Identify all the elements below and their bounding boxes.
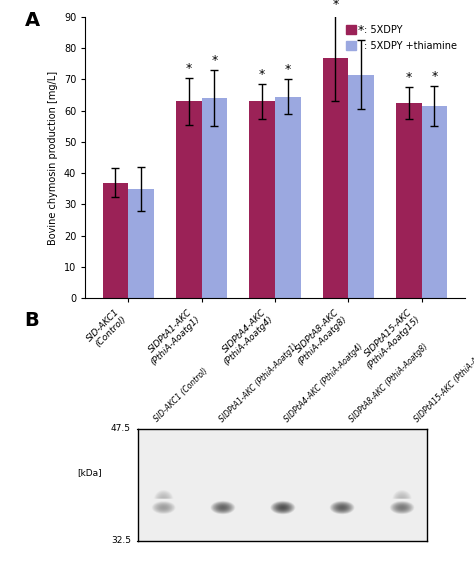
Text: SIDPtA4-AKC (PthiA-Aoatg4): SIDPtA4-AKC (PthiA-Aoatg4) xyxy=(283,341,365,424)
Text: 47.5: 47.5 xyxy=(111,424,131,433)
Text: A: A xyxy=(25,11,40,31)
Legend: : 5XDPY, : 5XDPY +thiamine: : 5XDPY, : 5XDPY +thiamine xyxy=(343,22,460,53)
Bar xyxy=(201,98,227,298)
Text: [kDa]: [kDa] xyxy=(77,468,101,477)
Bar xyxy=(396,103,421,298)
Bar xyxy=(421,106,447,298)
Bar xyxy=(128,189,154,298)
Bar xyxy=(323,58,348,298)
Text: *: * xyxy=(332,0,338,11)
Text: *: * xyxy=(211,54,218,67)
Text: SIDPtA1-AKC (PthiA-Aoatg1): SIDPtA1-AKC (PthiA-Aoatg1) xyxy=(218,341,300,424)
Bar xyxy=(348,75,374,298)
Text: *: * xyxy=(259,68,265,81)
Text: *: * xyxy=(186,62,192,75)
Text: *: * xyxy=(284,64,291,77)
Bar xyxy=(176,101,201,298)
Text: *: * xyxy=(406,71,412,84)
Text: SIDPtA15-AKC (PthiA-Aoatg15): SIDPtA15-AKC (PthiA-Aoatg15) xyxy=(412,335,474,424)
Bar xyxy=(102,183,128,298)
Bar xyxy=(249,101,275,298)
Text: *: * xyxy=(431,70,438,83)
Text: *: * xyxy=(358,24,364,37)
Bar xyxy=(275,96,301,298)
Text: SID-AKC1 (Control): SID-AKC1 (Control) xyxy=(153,366,210,424)
Text: 32.5: 32.5 xyxy=(111,536,131,545)
Text: SIDPtA8-AKC (PthiA-Aoatg8): SIDPtA8-AKC (PthiA-Aoatg8) xyxy=(347,341,429,424)
Text: B: B xyxy=(25,311,39,330)
Y-axis label: Bovine chymosin production [mg/L]: Bovine chymosin production [mg/L] xyxy=(48,70,58,244)
